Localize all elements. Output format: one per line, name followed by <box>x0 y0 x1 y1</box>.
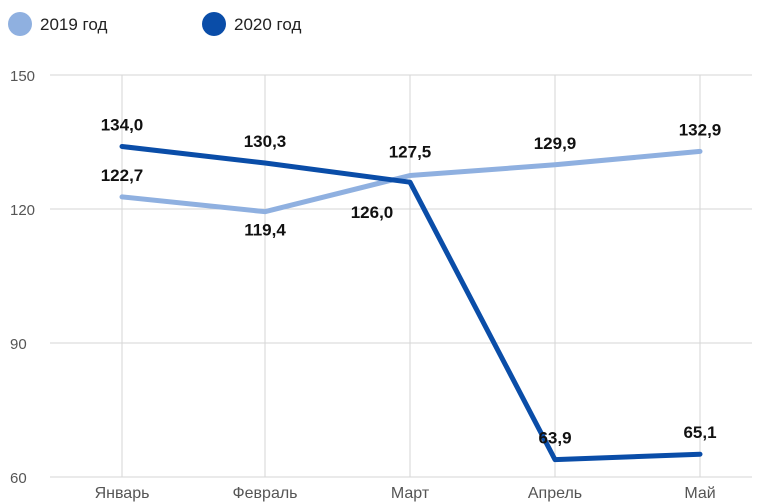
x-axis: Январь Февраль Март Апрель Май <box>95 485 716 502</box>
legend-swatch-2 <box>202 12 226 36</box>
y-tick-label-60: 60 <box>10 470 27 487</box>
x-tick-label-5: Май <box>684 485 715 502</box>
legend-label-1: 2019 год <box>40 15 107 34</box>
data-label-s2-4: 63,9 <box>538 429 571 448</box>
x-tick-label-2: Февраль <box>232 485 297 502</box>
x-tick-label-1: Январь <box>95 485 150 502</box>
data-label-s2-5: 65,1 <box>683 423 716 442</box>
legend: 2019 год 2020 год <box>8 12 301 36</box>
data-label-s1-2: 119,4 <box>244 221 286 240</box>
data-label-s1-3: 127,5 <box>389 143 432 162</box>
legend-label-2: 2020 год <box>234 15 301 34</box>
legend-swatch-1 <box>8 12 32 36</box>
y-tick-label-90: 90 <box>10 336 27 353</box>
data-label-s1-1: 122,7 <box>101 166 144 185</box>
data-label-s1-5: 132,9 <box>679 120 722 139</box>
chart-lines <box>119 144 703 463</box>
series-line-1 <box>119 148 703 215</box>
chart-grid <box>50 74 752 478</box>
y-tick-label-150: 150 <box>10 68 35 85</box>
y-tick-label-120: 120 <box>10 202 35 219</box>
data-label-s2-3: 126,0 <box>351 203 394 222</box>
data-label-s1-4: 129,9 <box>534 134 577 153</box>
y-axis: 60 90 120 150 <box>10 68 35 487</box>
series-line-2 <box>119 144 703 463</box>
data-labels: 122,7 119,4 127,5 129,9 132,9 134,0 130,3 126,0… <box>101 115 722 447</box>
x-tick-label-3: Март <box>391 485 430 502</box>
x-tick-label-4: Апрель <box>528 485 582 502</box>
data-label-s2-2: 130,3 <box>244 132 287 151</box>
data-label-s2-1: 134,0 <box>101 115 144 134</box>
